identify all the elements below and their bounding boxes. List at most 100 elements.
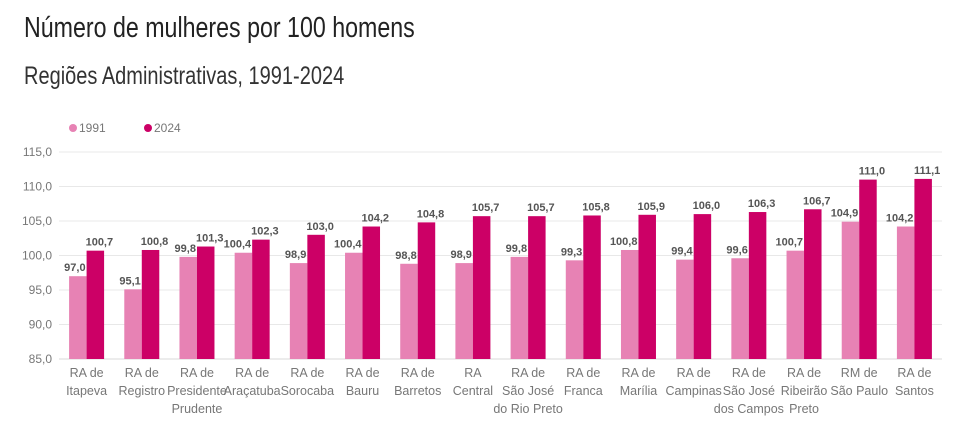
bar-1991 xyxy=(289,263,308,359)
x-category-label: Ribeirão xyxy=(781,384,828,398)
data-label: 104,2 xyxy=(886,213,914,225)
chart-title: Número de mulheres por 100 homens xyxy=(24,12,415,44)
data-label: 100,7 xyxy=(776,237,804,249)
bar-2024 xyxy=(362,226,381,359)
data-label: 100,7 xyxy=(86,237,114,249)
data-label: 106,7 xyxy=(803,195,831,207)
data-label: 103,0 xyxy=(306,221,334,233)
bar-2024 xyxy=(252,239,270,359)
x-category-label: Registro xyxy=(119,384,166,398)
data-label: 105,7 xyxy=(472,202,500,214)
data-label: 99,6 xyxy=(726,244,747,256)
data-label: 100,4 xyxy=(224,239,252,251)
x-category-label: Itapeva xyxy=(66,384,107,398)
data-label: 104,8 xyxy=(417,208,445,220)
x-category-label: Preto xyxy=(789,402,819,416)
bar-2024 xyxy=(914,178,932,359)
bar-1991 xyxy=(786,250,805,359)
x-category-label: RA de xyxy=(897,366,931,380)
data-label: 105,7 xyxy=(527,202,555,214)
data-label: 102,3 xyxy=(251,226,279,238)
x-category-label: RA de xyxy=(290,366,324,380)
bar-1991 xyxy=(345,252,363,359)
bar-2024 xyxy=(638,214,656,359)
x-category-label: Franca xyxy=(564,384,603,398)
bar-2024 xyxy=(472,216,491,359)
y-tick-label: 105,0 xyxy=(22,214,52,228)
x-category-label: RA de xyxy=(235,366,269,380)
x-category-label: Bauru xyxy=(346,384,379,398)
bar-1991 xyxy=(565,260,584,359)
data-label: 99,8 xyxy=(175,243,196,255)
data-label: 100,8 xyxy=(141,236,169,248)
x-category-label: São Paulo xyxy=(830,384,888,398)
data-label: 99,3 xyxy=(561,246,582,258)
x-category-label: dos Campos xyxy=(714,402,784,416)
bar-2024 xyxy=(528,216,546,359)
bar-2024 xyxy=(196,246,215,359)
data-label: 97,0 xyxy=(64,262,85,274)
data-label: 99,8 xyxy=(506,243,527,255)
bar-1991 xyxy=(455,263,473,359)
bar-1991 xyxy=(731,258,749,359)
x-category-label: RA de xyxy=(346,366,380,380)
x-category-label: RA de xyxy=(621,366,655,380)
bar-2024 xyxy=(748,212,767,359)
y-tick-label: 110,0 xyxy=(23,180,52,194)
bar-1991 xyxy=(620,249,639,359)
x-category-label: Araçatuba xyxy=(224,384,281,398)
x-category-label: Marília xyxy=(620,384,658,398)
data-label: 98,9 xyxy=(450,249,471,261)
x-category-label: Presidente xyxy=(167,384,227,398)
y-tick-label: 115,0 xyxy=(23,145,52,159)
x-category-label: do Rio Preto xyxy=(493,402,563,416)
y-tick-label: 95,0 xyxy=(29,283,53,297)
bar-1991 xyxy=(510,256,529,359)
data-label: 111,1 xyxy=(914,165,940,177)
bar-2024 xyxy=(583,215,601,359)
x-category-label: RA de xyxy=(180,366,214,380)
x-category-label: Santos xyxy=(895,384,934,398)
data-label: 95,1 xyxy=(119,275,140,287)
x-category-label: RA de xyxy=(732,366,766,380)
legend-marker-1991 xyxy=(69,124,77,132)
x-category-label: RA de xyxy=(70,366,104,380)
bar-2024 xyxy=(693,214,712,359)
data-label: 105,8 xyxy=(582,201,610,213)
x-category-label: RM de xyxy=(841,366,878,380)
x-category-label: Prudente xyxy=(172,402,223,416)
x-category-label: RA de xyxy=(401,366,435,380)
data-label: 100,8 xyxy=(610,236,638,248)
x-category-label: RA de xyxy=(125,366,159,380)
x-category-label: RA xyxy=(464,366,482,380)
legend-label: 1991 xyxy=(79,121,106,135)
x-category-label: RA de xyxy=(787,366,821,380)
bar-1991 xyxy=(841,221,860,359)
x-category-label: RA de xyxy=(677,366,711,380)
x-category-label: São José xyxy=(723,384,775,398)
data-label: 104,2 xyxy=(362,213,390,225)
data-label: 98,8 xyxy=(395,250,416,262)
bar-1991 xyxy=(400,263,418,359)
chart-subtitle: Regiões Administrativas, 1991-2024 xyxy=(24,62,345,90)
data-label: 105,9 xyxy=(637,201,665,213)
legend-label: 2024 xyxy=(154,121,181,135)
x-category-label: Central xyxy=(453,384,493,398)
bar-2024 xyxy=(804,209,822,359)
bar-2024 xyxy=(141,249,160,359)
data-label: 101,3 xyxy=(196,233,224,245)
y-tick-label: 85,0 xyxy=(29,352,53,366)
bar-1991 xyxy=(676,259,694,359)
data-label: 106,0 xyxy=(693,200,721,212)
bar-1991 xyxy=(69,276,87,359)
y-tick-label: 100,0 xyxy=(22,249,52,263)
bar-1991 xyxy=(179,256,197,359)
bar-2024 xyxy=(86,250,105,359)
bar-1991 xyxy=(124,289,142,359)
x-category-label: Barretos xyxy=(394,384,441,398)
x-category-label: RA de xyxy=(511,366,545,380)
data-label: 98,9 xyxy=(285,249,306,261)
bar-2024 xyxy=(307,234,325,359)
bar-1991 xyxy=(234,252,253,359)
